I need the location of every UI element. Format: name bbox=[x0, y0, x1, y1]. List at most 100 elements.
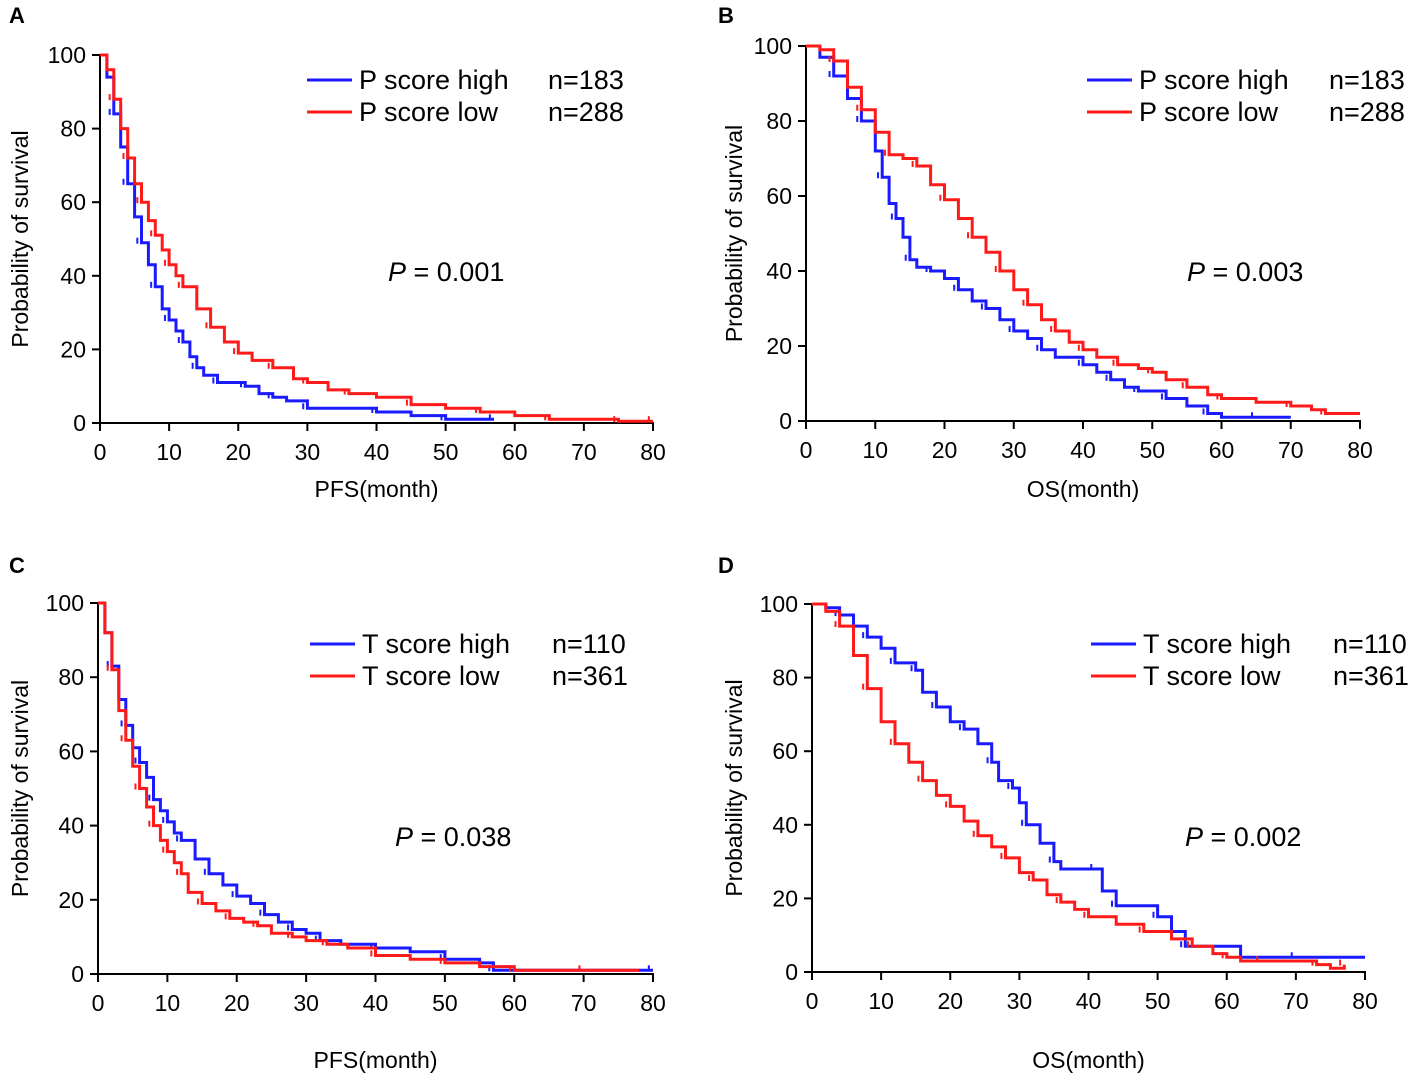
x-tick-label: 40 bbox=[1070, 437, 1096, 463]
legend-n: n=110 bbox=[1333, 629, 1407, 659]
x-tick-label: 0 bbox=[800, 437, 813, 463]
x-tick-label: 60 bbox=[1214, 988, 1240, 1014]
y-tick-label: 20 bbox=[766, 333, 792, 359]
legend-n: n=110 bbox=[552, 629, 626, 659]
y-axis-label: Probability of survival bbox=[721, 679, 747, 896]
legend-label: P score high bbox=[1139, 65, 1289, 95]
x-tick-label: 10 bbox=[868, 988, 894, 1014]
y-tick-label: 60 bbox=[766, 183, 792, 209]
panel-letter: C bbox=[9, 553, 25, 578]
x-axis-label: OS(month) bbox=[1027, 476, 1139, 502]
p-value-symbol: P bbox=[1185, 822, 1203, 852]
x-tick-label: 50 bbox=[1145, 988, 1171, 1014]
p-value: P = 0.002 bbox=[1185, 822, 1301, 852]
legend-label: T score low bbox=[362, 661, 500, 691]
series-line-high bbox=[812, 602, 1365, 959]
legend-n: n=361 bbox=[552, 661, 628, 691]
y-tick-label: 0 bbox=[779, 408, 792, 434]
x-tick-label: 70 bbox=[571, 990, 597, 1016]
p-value-text: = 0.001 bbox=[406, 257, 504, 287]
x-tick-label: 60 bbox=[502, 439, 528, 465]
legend-n: n=288 bbox=[548, 97, 624, 127]
series-line-low bbox=[806, 44, 1360, 415]
y-axis-label: Probability of survival bbox=[721, 125, 747, 342]
x-axis-label: OS(month) bbox=[1032, 1047, 1144, 1073]
x-tick-label: 50 bbox=[432, 990, 458, 1016]
y-tick-label: 20 bbox=[60, 336, 86, 362]
p-value-text: = 0.038 bbox=[413, 822, 511, 852]
p-value-symbol: P bbox=[395, 822, 413, 852]
y-tick-label: 40 bbox=[58, 813, 84, 839]
y-tick-label: 100 bbox=[46, 590, 84, 616]
x-tick-label: 50 bbox=[1139, 437, 1165, 463]
x-tick-label: 40 bbox=[364, 439, 390, 465]
legend-n: n=361 bbox=[1333, 661, 1409, 691]
p-value-text: = 0.003 bbox=[1205, 257, 1303, 287]
panel-b: B 0 10 20 30 40 50 60 70 80 0 20 40 60 80 100 OS(month) P… bbox=[718, 3, 1405, 502]
x-tick-label: 60 bbox=[1209, 437, 1235, 463]
x-tick-label: 20 bbox=[932, 437, 958, 463]
x-axis-label: PFS(month) bbox=[315, 476, 439, 502]
y-tick-label: 60 bbox=[58, 738, 84, 764]
series-line-low bbox=[100, 53, 653, 423]
panel-d: D 0 10 20 30 40 50 60 70 80 0 20 40 60 80 100 OS(month) P… bbox=[718, 553, 1409, 1073]
x-tick-label: 20 bbox=[224, 990, 250, 1016]
p-value: P = 0.001 bbox=[388, 257, 504, 287]
x-tick-label: 70 bbox=[1278, 437, 1304, 463]
y-tick-label: 80 bbox=[58, 664, 84, 690]
panel-a: A 0 10 20 30 40 50 60 70 80 0 20 40 60 80 100 PFS(month)… bbox=[7, 3, 666, 502]
panel-letter: D bbox=[718, 553, 734, 578]
x-tick-label: 30 bbox=[1001, 437, 1027, 463]
y-axis-label: Probability of survival bbox=[7, 680, 33, 897]
series-line-high bbox=[806, 44, 1291, 419]
y-tick-label: 0 bbox=[71, 961, 84, 987]
p-value-symbol: P bbox=[1187, 257, 1205, 287]
x-tick-label: 0 bbox=[94, 439, 107, 465]
x-tick-label: 20 bbox=[225, 439, 251, 465]
y-tick-label: 40 bbox=[772, 812, 798, 838]
y-tick-label: 20 bbox=[772, 885, 798, 911]
series-line-high bbox=[100, 53, 494, 421]
x-tick-label: 10 bbox=[862, 437, 888, 463]
x-tick-label: 30 bbox=[295, 439, 321, 465]
legend-n: n=183 bbox=[1329, 65, 1405, 95]
x-tick-label: 70 bbox=[1283, 988, 1309, 1014]
y-tick-label: 40 bbox=[766, 258, 792, 284]
x-axis-label: PFS(month) bbox=[314, 1047, 438, 1073]
x-tick-label: 60 bbox=[501, 990, 527, 1016]
x-tick-label: 80 bbox=[1352, 988, 1378, 1014]
p-value: P = 0.038 bbox=[395, 822, 511, 852]
p-value: P = 0.003 bbox=[1187, 257, 1303, 287]
panel-letter: A bbox=[9, 3, 25, 28]
y-tick-label: 100 bbox=[754, 33, 792, 59]
y-axis-label: Probability of survival bbox=[7, 130, 33, 347]
x-tick-label: 0 bbox=[806, 988, 819, 1014]
x-tick-label: 70 bbox=[571, 439, 597, 465]
y-tick-label: 60 bbox=[772, 738, 798, 764]
y-tick-label: 60 bbox=[60, 189, 86, 215]
series-line-low bbox=[98, 601, 640, 972]
x-tick-label: 10 bbox=[156, 439, 182, 465]
x-tick-label: 20 bbox=[937, 988, 963, 1014]
y-tick-label: 100 bbox=[48, 42, 86, 68]
y-tick-label: 0 bbox=[785, 959, 798, 985]
y-tick-label: 40 bbox=[60, 263, 86, 289]
legend-label: P score low bbox=[1139, 97, 1279, 127]
x-tick-label: 30 bbox=[293, 990, 319, 1016]
y-tick-label: 80 bbox=[772, 665, 798, 691]
y-tick-label: 0 bbox=[73, 410, 86, 436]
x-tick-label: 30 bbox=[1007, 988, 1033, 1014]
legend-label: P score low bbox=[359, 97, 499, 127]
y-tick-label: 20 bbox=[58, 887, 84, 913]
legend-n: n=288 bbox=[1329, 97, 1405, 127]
legend-label: T score high bbox=[1143, 629, 1291, 659]
p-value-text: = 0.002 bbox=[1203, 822, 1301, 852]
x-tick-label: 80 bbox=[640, 990, 666, 1016]
x-tick-label: 80 bbox=[640, 439, 666, 465]
x-tick-label: 50 bbox=[433, 439, 459, 465]
panel-c: C 0 10 20 30 40 50 60 70 80 0 20 40 60 80 100 PFS(month)… bbox=[7, 553, 666, 1073]
x-tick-label: 80 bbox=[1347, 437, 1373, 463]
legend-label: P score high bbox=[359, 65, 509, 95]
y-tick-label: 100 bbox=[760, 591, 798, 617]
